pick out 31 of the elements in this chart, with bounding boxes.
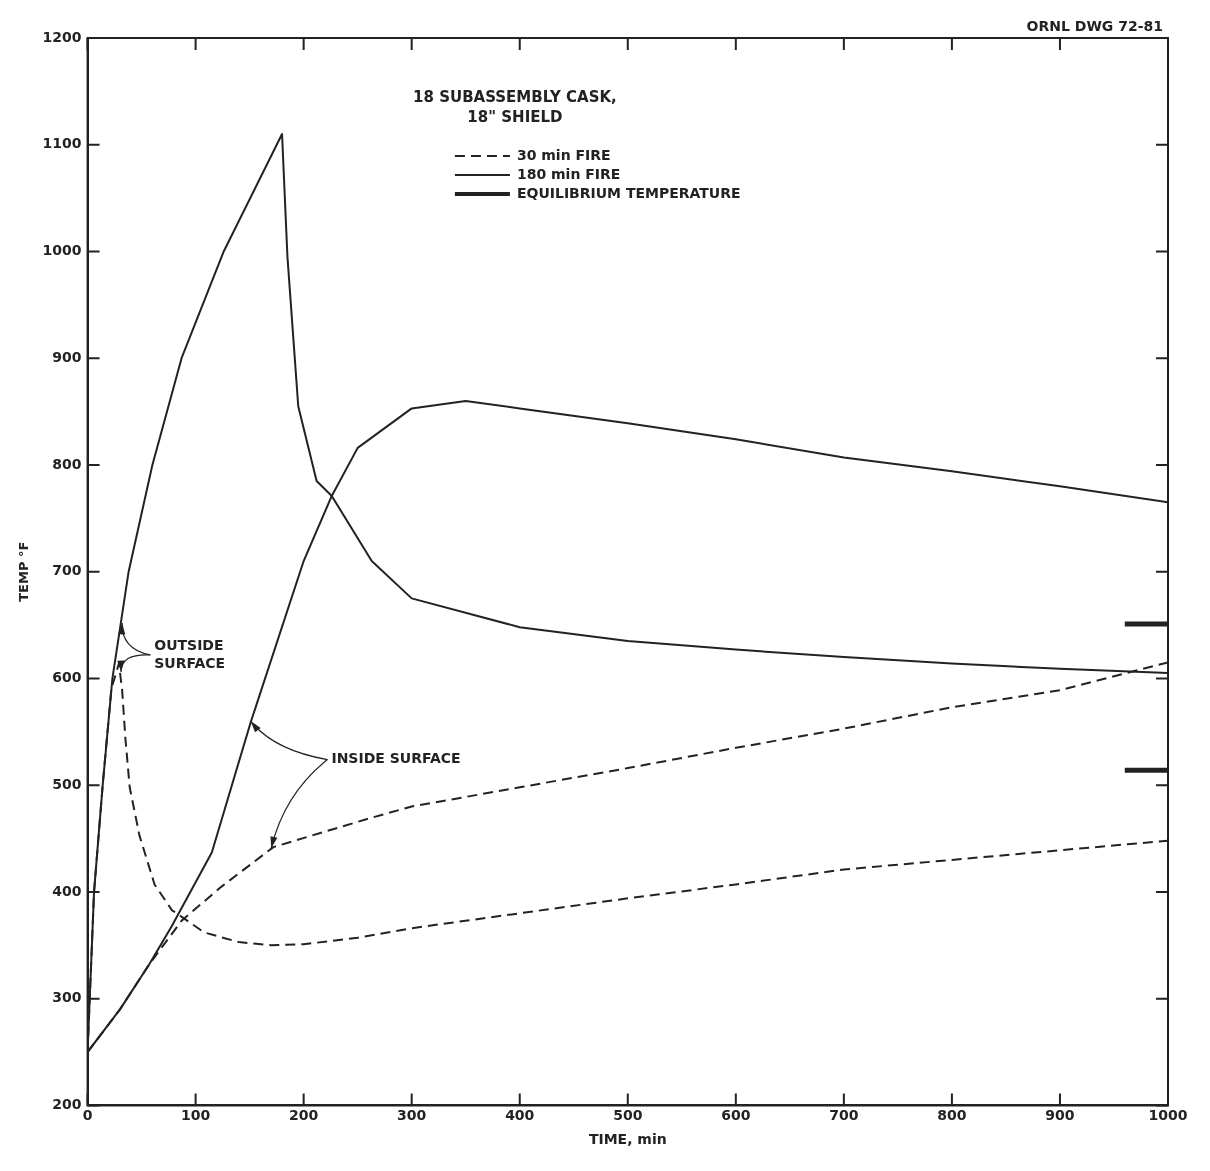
x-tick-label: 300	[397, 1107, 427, 1124]
x-axis-title: TIME, min	[588, 1131, 667, 1148]
y-tick-label: 1000	[42, 242, 82, 259]
x-tick-label: 100	[180, 1107, 211, 1124]
y-tick-label: 800	[52, 455, 82, 472]
x-tick-label: 900	[1045, 1107, 1075, 1124]
y-tick-label: 1200	[42, 28, 82, 45]
text: ORNL DWG 72-81	[1026, 17, 1163, 34]
x-tick-label: 200	[289, 1107, 319, 1124]
legend-label: 30 min FIRE	[516, 146, 611, 163]
y-tick-label: 300	[52, 989, 82, 1006]
annotation: INSIDE SURFACE	[331, 750, 461, 767]
legend-label: 180 min FIRE	[516, 165, 621, 182]
y-tick-label: 600	[52, 669, 82, 686]
x-tick-label: 700	[829, 1107, 859, 1124]
y-tick-label: 200	[52, 1096, 82, 1113]
x-tick-label: 1000	[1148, 1107, 1188, 1124]
y-tick-label: 900	[52, 348, 82, 365]
text: 18 SUBASSEMBLY CASK, 18" SHIELD	[413, 87, 617, 126]
x-tick-label: 0	[82, 1107, 93, 1124]
y-axis-title: TEMP °F	[16, 541, 32, 602]
x-tick-label: 500	[613, 1107, 643, 1124]
y-tick-label: 400	[52, 882, 82, 899]
x-tick-label: 800	[937, 1107, 967, 1124]
y-tick-label: 1100	[42, 135, 82, 152]
x-tick-label: 600	[721, 1107, 751, 1124]
y-tick-label: 500	[52, 775, 82, 792]
x-tick-label: 400	[505, 1107, 535, 1124]
y-tick-label: 700	[52, 562, 82, 579]
annotation: OUTSIDE SURFACE	[154, 636, 226, 671]
legend-label: EQUILIBRIUM TEMPERATURE	[516, 184, 741, 201]
